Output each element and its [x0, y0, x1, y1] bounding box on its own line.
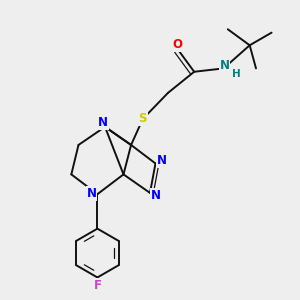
Text: N: N: [98, 116, 108, 129]
Text: S: S: [139, 112, 147, 125]
Text: H: H: [232, 69, 241, 79]
Text: N: N: [151, 189, 161, 202]
Text: F: F: [93, 279, 101, 292]
Text: N: N: [157, 154, 167, 167]
Text: O: O: [172, 38, 182, 51]
Text: N: N: [86, 187, 97, 200]
Text: N: N: [220, 59, 230, 72]
